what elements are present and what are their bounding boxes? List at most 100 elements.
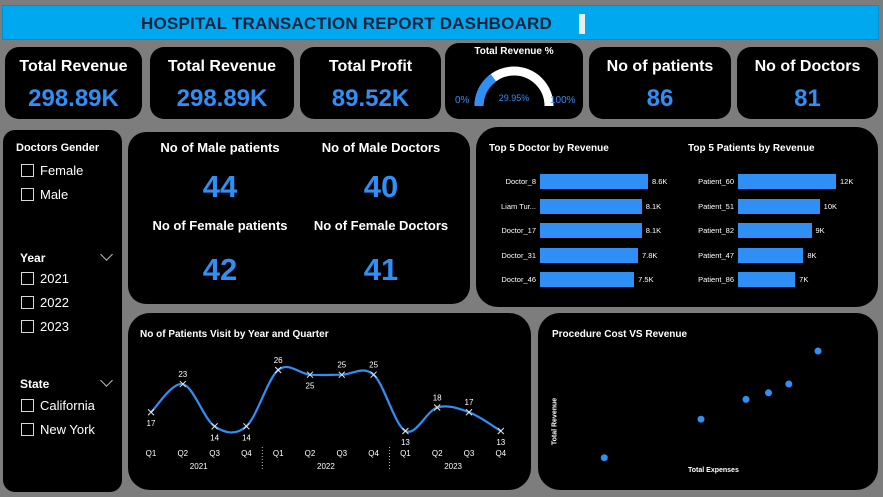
chart-title-doctors: Top 5 Doctor by Revenue	[489, 143, 609, 154]
patient-bar[interactable]	[738, 174, 836, 189]
doctor-bar-label: Liam Tur...	[500, 201, 536, 211]
gauge-max-label: 100%	[550, 95, 576, 106]
visits-data-label: 25	[337, 361, 346, 370]
kpi-card-total-profit[interactable]: Total Profit 89.52K	[300, 47, 441, 119]
visits-data-label: 17	[465, 398, 474, 407]
male-patients-label: No of Male patients	[160, 140, 280, 155]
kpi-label: Total Revenue	[19, 58, 128, 75]
doctor-bar[interactable]	[540, 174, 648, 189]
visits-point-marker[interactable]	[402, 427, 409, 435]
patient-bar-label: Patient_86	[698, 275, 734, 284]
line-chart-card: No of Patients Visit by Year and Quarter…	[128, 313, 531, 490]
scatter-point[interactable]	[742, 395, 750, 403]
doctor-bar[interactable]	[540, 247, 638, 263]
visits-point-marker[interactable]	[306, 371, 314, 379]
doctor-bar-value: 8.6K	[652, 177, 668, 186]
patient-bar[interactable]	[738, 272, 796, 287]
checkbox[interactable]	[21, 296, 34, 309]
slicer-gender-title: Doctors Gender	[16, 142, 100, 154]
doctor-bar[interactable]	[540, 272, 635, 287]
checkbox[interactable]	[21, 164, 34, 177]
doctor-bar[interactable]	[540, 223, 642, 238]
chevron-down-icon[interactable]	[100, 248, 113, 261]
visits-point-marker[interactable]	[147, 408, 155, 416]
slicer-gender-female[interactable]: Female	[21, 163, 83, 178]
checkbox[interactable]	[21, 423, 34, 436]
slicer-item-label: 2023	[40, 319, 69, 334]
male-doctors-label: No of Male Doctors	[321, 140, 441, 155]
visits-data-label: 14	[210, 433, 219, 442]
checkbox[interactable]	[21, 188, 34, 201]
slicer-gender-male[interactable]: Male	[21, 187, 68, 202]
visits-point-marker[interactable]	[274, 366, 282, 374]
slicer-state-new-york[interactable]: New York	[21, 422, 95, 437]
patient-bar[interactable]	[738, 247, 804, 263]
visits-point-marker[interactable]	[370, 371, 377, 379]
chevron-down-icon[interactable]	[100, 374, 113, 387]
visits-x-tick-label: Q4	[241, 449, 252, 458]
gauge-title: Total Revenue %	[474, 46, 554, 57]
checkbox[interactable]	[21, 272, 34, 285]
visits-point-marker[interactable]	[465, 408, 473, 416]
visits-point-marker[interactable]	[211, 422, 218, 430]
patient-bar-label: Patient_47	[698, 250, 734, 260]
slicer-state-california[interactable]: California	[21, 398, 95, 413]
doctor-bar-label: Doctor_31	[501, 250, 536, 260]
visits-year-label: 2021	[190, 462, 208, 471]
patient-bar-value: 9K	[815, 226, 825, 235]
visits-data-label: 13	[496, 438, 505, 447]
kpi-card-doctors[interactable]: No of Doctors 81	[737, 47, 878, 119]
scatter-point[interactable]	[765, 389, 772, 397]
visits-x-tick-label: Q2	[177, 449, 188, 458]
doctor-bar-value: 8.1K	[645, 201, 662, 211]
slicer-year-2023[interactable]: 2023	[21, 319, 69, 334]
slicer-year-title: Year	[20, 251, 46, 265]
visits-point-marker[interactable]	[243, 422, 250, 430]
patient-bar[interactable]	[738, 223, 812, 238]
slicer-item-label: California	[40, 398, 95, 413]
gauge-value: 29.95%	[498, 93, 530, 103]
visits-year-label: 2022	[317, 462, 335, 471]
patient-bar-label: Patient_51	[698, 201, 734, 211]
visits-point-marker[interactable]	[179, 380, 187, 388]
doctor-bar[interactable]	[540, 198, 642, 214]
slicer-year-2022[interactable]: 2022	[21, 295, 69, 310]
kpi-card-total-revenue[interactable]: Total Revenue 298.89K	[5, 47, 142, 119]
visits-x-tick-label: Q3	[209, 449, 220, 458]
visits-x-tick-label: Q2	[432, 449, 443, 458]
visits-point-marker[interactable]	[338, 371, 346, 379]
top5-card: Top 5 Doctor by Revenue Top 5 Patients b…	[476, 127, 878, 307]
page-title: HOSPITAL TRANSACTION REPORT DASHBOARD	[141, 14, 553, 33]
patient-bar-label: Patient_82	[698, 226, 734, 235]
slicer-year-2021[interactable]: 2021	[21, 271, 69, 286]
scatter-point[interactable]	[697, 415, 705, 423]
visits-point-marker[interactable]	[433, 404, 441, 411]
scatter-point[interactable]	[785, 380, 793, 388]
checkbox[interactable]	[21, 320, 34, 333]
doctor-bar-value: 8.1K	[645, 226, 662, 235]
patient-bar[interactable]	[738, 198, 820, 214]
visits-data-label: 18	[433, 394, 442, 403]
kpi-value: 89.52K	[331, 85, 410, 112]
kpi-card-total-revenue-2[interactable]: Total Revenue 298.89K	[150, 47, 294, 119]
visits-point-marker[interactable]	[497, 427, 505, 435]
kpi-card-revenue-gauge[interactable]: Total Revenue % 29.95% 0% 100%	[445, 43, 583, 119]
visits-data-label: 23	[178, 370, 187, 379]
kpi-label: Total Revenue	[167, 58, 277, 75]
chart-title-patients: Top 5 Patients by Revenue	[688, 143, 815, 154]
kpi-card-patients[interactable]: No of patients 86	[589, 47, 731, 119]
patient-bar-value: 7K	[799, 275, 809, 284]
scatter-point[interactable]	[814, 347, 822, 355]
gender-stats-card: No of Male patients 44 No of Male Doctor…	[128, 132, 470, 304]
checkbox[interactable]	[21, 399, 34, 412]
chart-title-visits: No of Patients Visit by Year and Quarter	[140, 329, 329, 340]
cursor-indicator	[579, 14, 585, 34]
scatter-point[interactable]	[600, 454, 608, 462]
visits-x-tick-label: Q3	[336, 449, 347, 458]
doctor-bar-value: 7.5K	[638, 275, 654, 284]
female-patients-value: 42	[202, 252, 238, 287]
visits-data-label: 26	[274, 356, 283, 365]
gauge-chart	[474, 66, 554, 107]
male-doctors-value: 40	[363, 169, 399, 204]
slicer-item-label: New York	[40, 422, 95, 437]
